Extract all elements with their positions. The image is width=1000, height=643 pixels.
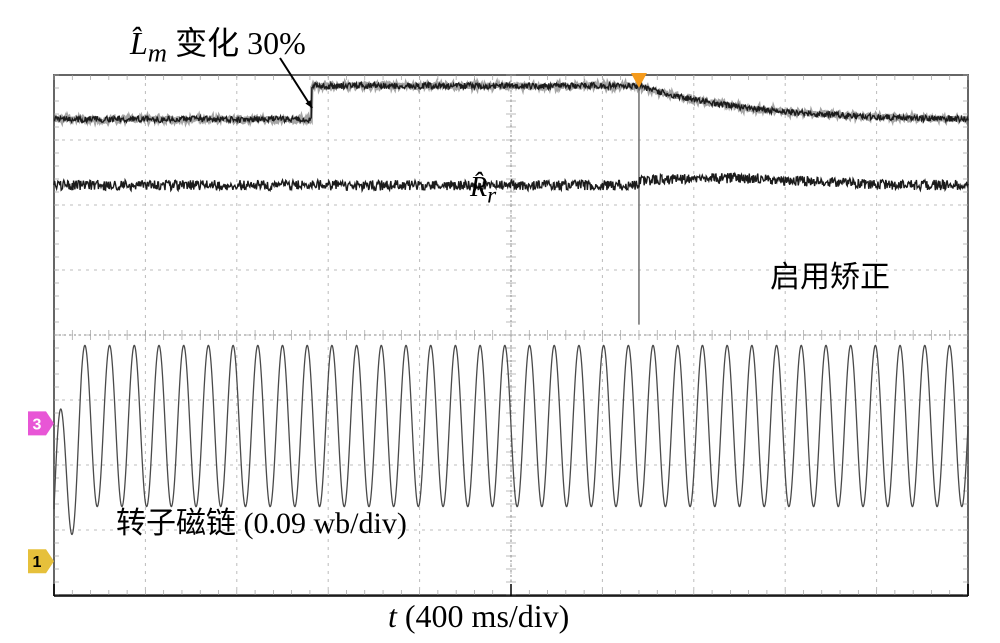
label-enable-correction: 启用矫正 (770, 252, 890, 296)
lm-symbol: L̂ (130, 25, 148, 61)
label-rr: R̂r (470, 172, 496, 210)
channel-3-marker: 3 (28, 411, 54, 435)
label-xaxis: t (400 ms/div) (388, 598, 569, 635)
label-rotor-flux: 转子磁链 (0.09 wb/div) (116, 498, 407, 542)
svg-text:1: 1 (33, 554, 42, 571)
lm-sub: m (148, 37, 167, 67)
oscilloscope-figure: 31 (0, 0, 1000, 638)
xaxis-symbol: t (388, 598, 397, 634)
rr-symbol: R̂ (470, 172, 487, 203)
rr-sub: r (487, 183, 496, 209)
xaxis-units: (400 ms/div) (397, 598, 569, 634)
channel-1-marker: 1 (28, 549, 54, 573)
svg-text:3: 3 (33, 416, 42, 433)
lm-post: 变化 30% (167, 25, 306, 61)
label-lm: L̂m 变化 30% (130, 18, 306, 68)
